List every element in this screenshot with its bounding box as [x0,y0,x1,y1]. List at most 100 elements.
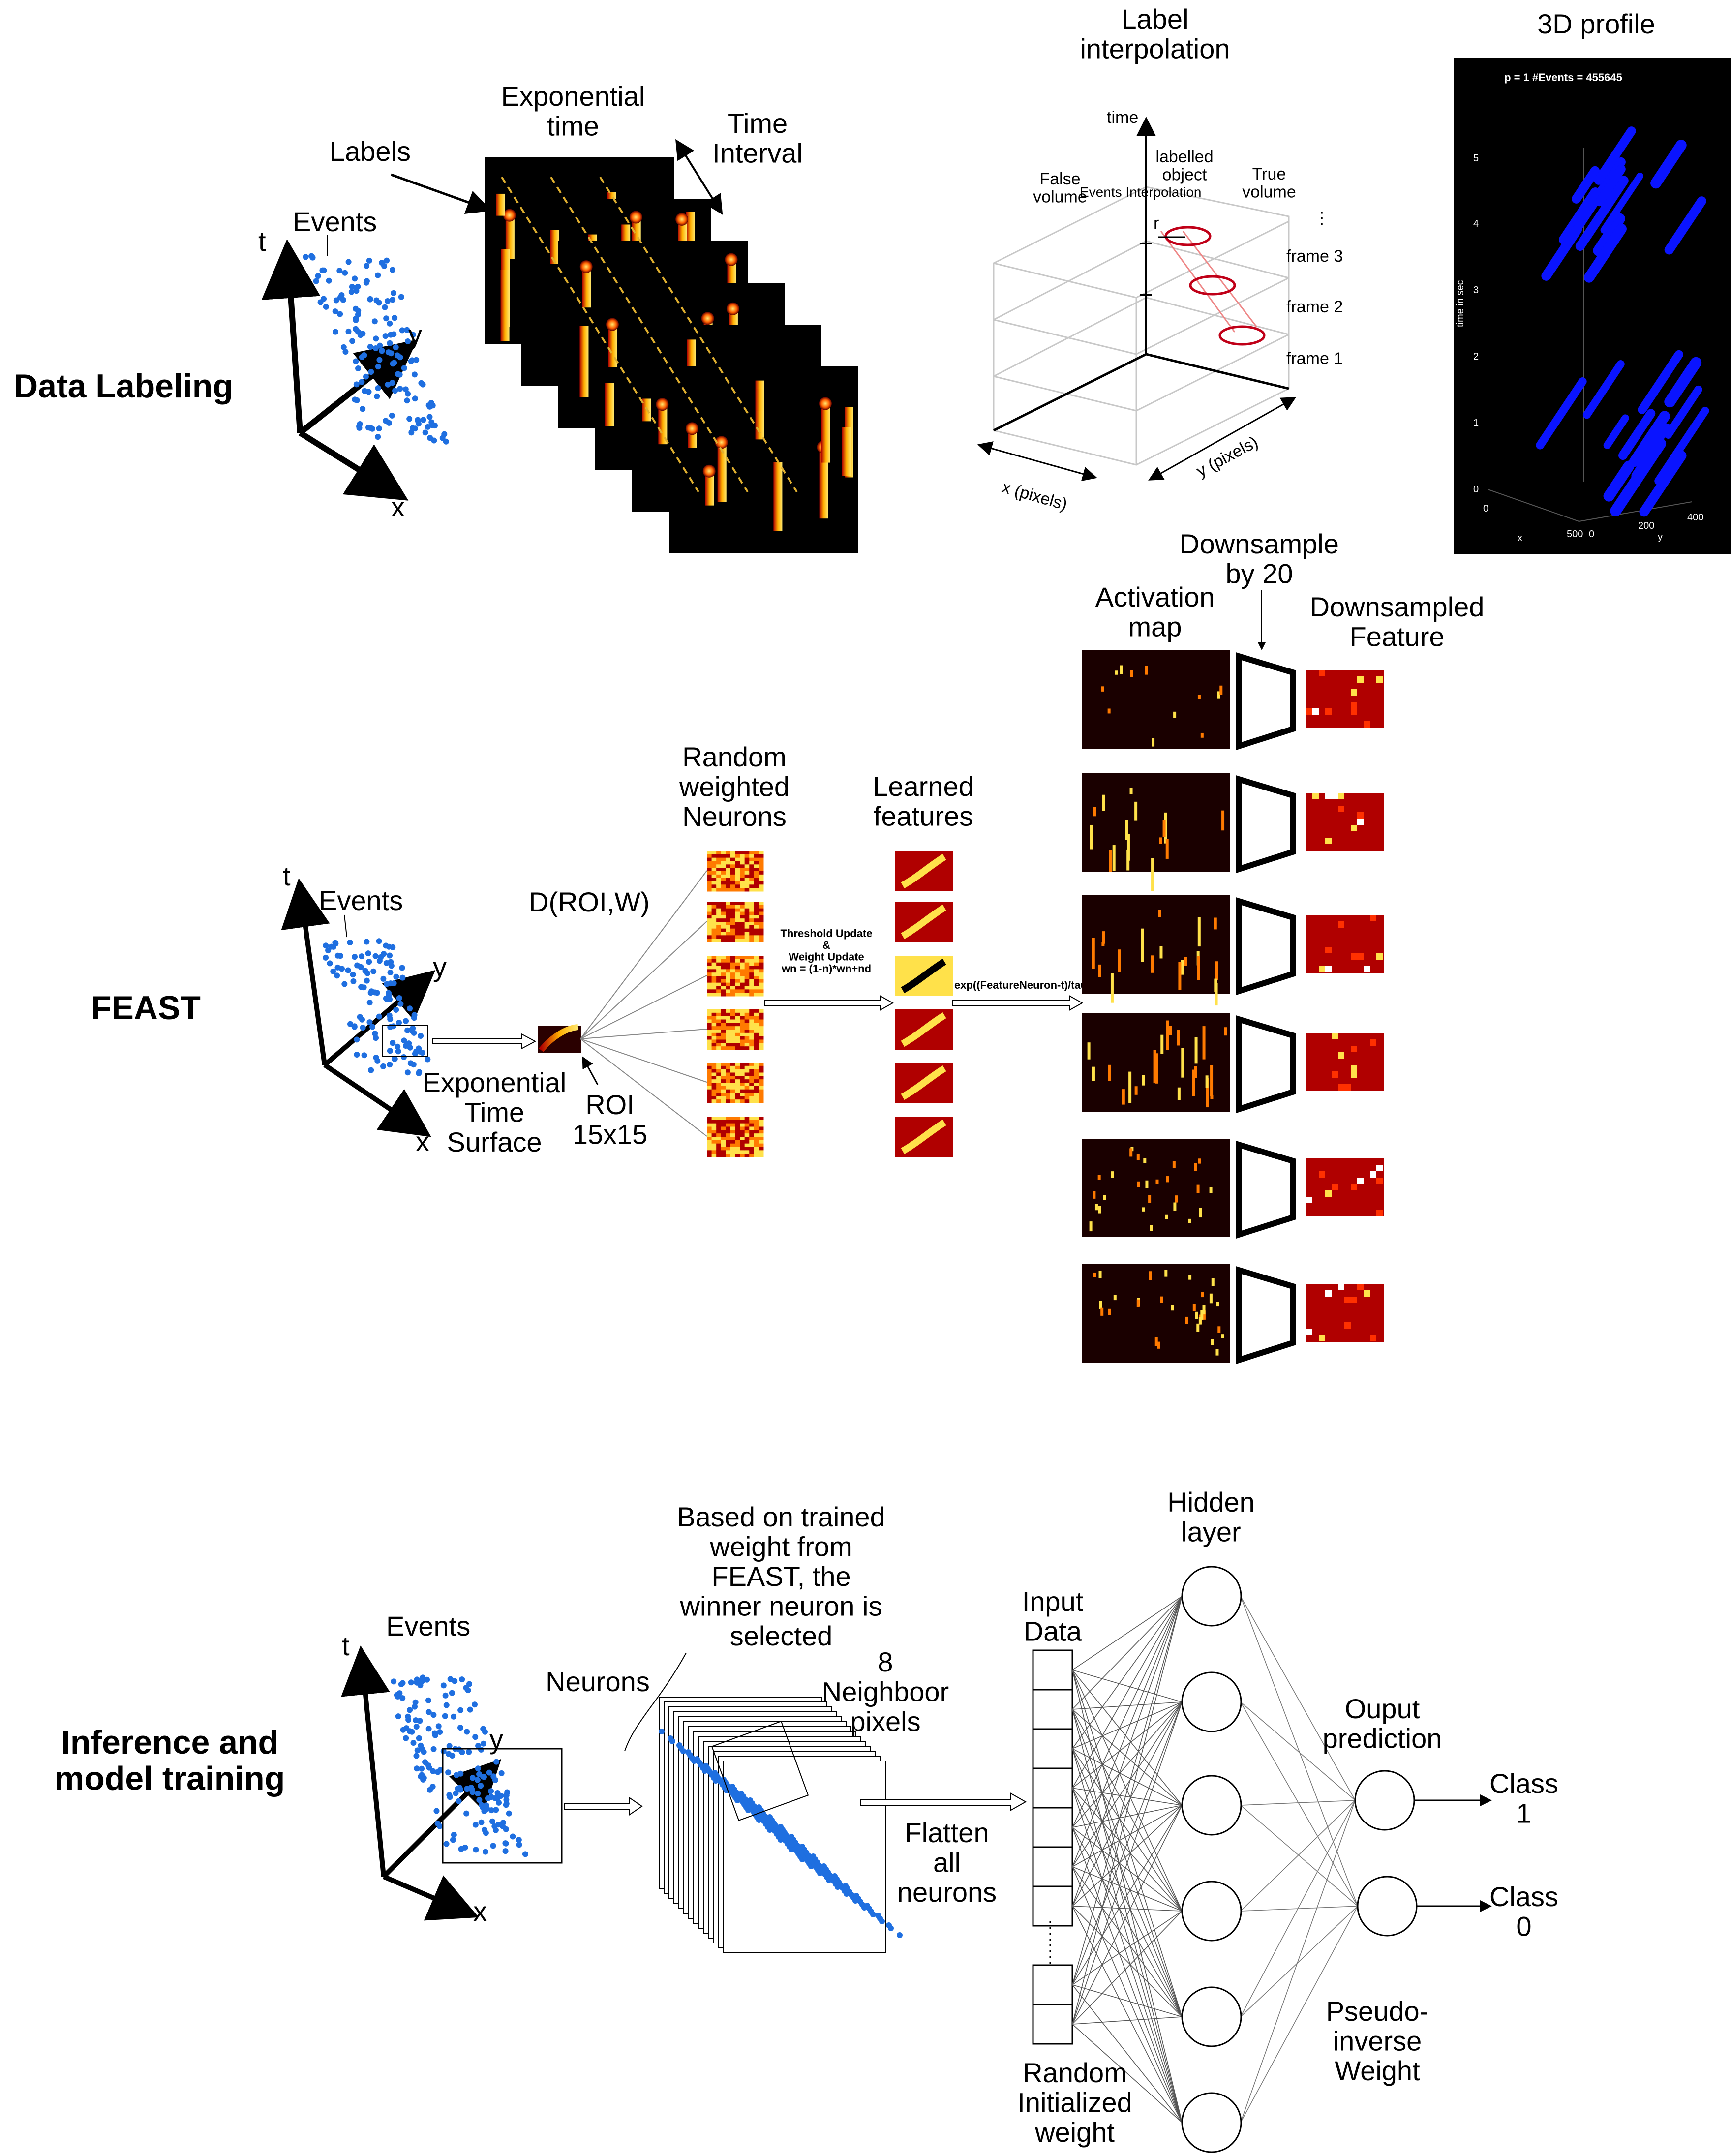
neuron-pixel [721,1099,726,1103]
stack-dot [810,1853,816,1859]
blue-track [1664,196,1706,255]
neuron-pixel [759,932,764,936]
neuron-pixel [735,966,740,970]
neuron-pixel [711,1079,717,1083]
profile-ztick: 4 [1473,218,1479,229]
neuron-pixel [744,1079,750,1083]
neuron-pixel [754,1140,759,1144]
nn-line [1072,1596,1183,1710]
neuron-pixel [759,874,764,879]
neuron-pixel [759,972,764,976]
event-dot [323,304,329,310]
neuron-pixel [749,1039,755,1043]
neuron-pixel [744,1072,750,1076]
neuron-pixel [735,939,740,942]
neuron-pixel [726,956,731,960]
neuron-pixel [735,1154,740,1157]
neuron-pixel [711,884,717,888]
neuron-pixel [730,1150,735,1154]
neuron-pixel [735,1043,740,1047]
spike-blob [685,422,698,435]
neuron-pixel [749,918,755,922]
feature-pixel [1357,812,1364,819]
neuron-pixel [759,1096,764,1100]
event-dot [404,397,410,404]
neuron-pixel [754,1076,759,1080]
neuron-pixel [711,1147,717,1151]
learned-features [895,851,953,1157]
spike-bar [608,320,617,367]
event-dot [383,418,389,424]
event-dot [430,1712,437,1718]
neuron-pixel [740,962,745,966]
event-dot [458,1846,464,1852]
frame-link [501,176,699,493]
event-dot [496,1799,502,1806]
neuron-pixel [716,911,722,915]
neuron-pixel [726,908,731,912]
neuron-pixel [721,1032,726,1037]
neuron-pixel [740,1123,745,1127]
neuron-pixel [744,1147,750,1151]
activation-spike [1209,1187,1213,1193]
event-dot [364,263,370,269]
neuron-pixel [759,905,764,909]
neuron-pixel [721,1063,726,1066]
neuron-pixel [744,1012,750,1017]
event-dot [391,1678,397,1685]
neuron-pixel [759,1154,764,1157]
event-dot [419,1765,425,1772]
neuron-pixel [749,969,755,973]
neuron-pixel [726,884,731,888]
event-dot [425,402,432,409]
neuron-pixel [759,881,764,885]
event-dot [363,373,369,380]
neuron-pixel [744,1069,750,1073]
neuron-pixel [740,1072,745,1076]
event-dot [480,1740,486,1747]
neuron-pixel [707,956,712,960]
neuron-pixel [749,864,755,868]
neuron-pixel [711,1126,717,1130]
neuron-pixel [749,911,755,915]
neuron-pixel [735,1030,740,1033]
spike-blob [675,213,689,226]
neuron-pixel [726,1065,731,1070]
event-dot [463,1685,469,1691]
neuron-pixel [759,1137,764,1141]
neuron-pixel [730,1072,735,1076]
neuron-pixel [744,864,750,868]
feature-pixel [1325,1290,1332,1297]
feature-pixel [1338,1284,1344,1290]
activation-spike [1092,1066,1095,1081]
event-dot [475,1743,482,1749]
nn-line [1240,1906,1358,2017]
neuron-pixel [749,1079,755,1083]
activation-spike [1142,1207,1145,1212]
neuron-pixel [740,911,745,915]
event-dot [321,267,327,273]
stack-dot [729,1784,735,1790]
hidden-label: Hidden layer [1167,1487,1254,1547]
neuron-pixel [721,1117,726,1121]
neuron-pixel [716,1137,722,1141]
neuron-pixel [716,851,722,855]
neuron-pixel [754,956,759,960]
neuron-pixel [726,1012,731,1017]
profile-ztick: 5 [1473,153,1479,164]
neuron-pixel [711,1030,717,1033]
neuron-pixel [740,1137,745,1141]
spike-bar [582,263,591,308]
activation-spike [1089,1221,1093,1232]
neuron-pixel [716,925,722,929]
feature-pixel [1338,1084,1344,1091]
neuron-pixel [740,1009,745,1013]
event-dot [413,1723,420,1730]
activation-spike [1198,1317,1202,1325]
event-dot [345,259,352,265]
activation-spike [1215,983,1218,1006]
neuron-pixel [759,1079,764,1083]
nn-line [1240,1906,1358,2123]
event-dot [475,1765,481,1772]
event-dot [387,1048,393,1054]
